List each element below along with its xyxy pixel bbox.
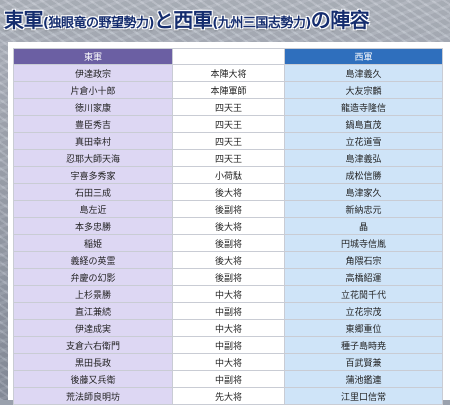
east-commander: 上杉景勝	[13, 286, 173, 303]
east-commander: 直江兼続	[13, 303, 173, 320]
table-row: 支倉六右衛門 中副将 種子島時尭	[13, 337, 443, 354]
east-commander: 本多忠勝	[13, 218, 173, 235]
east-commander: 弁慶の幻影	[13, 269, 173, 286]
rank-cell: 小荷駄	[173, 167, 285, 184]
east-commander: 稲姫	[13, 235, 173, 252]
table-row: 石田三成 後大将 島津家久	[13, 184, 443, 201]
table-row: 稲姫 後副将 円城寺信胤	[13, 235, 443, 252]
title-east: 東軍	[4, 8, 44, 32]
east-commander: 伊達政宗	[13, 65, 173, 82]
west-commander: 島津義久	[285, 65, 443, 82]
table-row: 島左近 後副将 新納忠元	[13, 201, 443, 218]
table-row: 黒田長政 中大将 百武賢兼	[13, 354, 443, 371]
table-row: 忍耶大師天海 四天王 島津義弘	[13, 150, 443, 167]
table-row: 荒法師良明坊 先大将 江里口信常	[13, 388, 443, 405]
east-commander: 真田幸村	[13, 133, 173, 150]
title-east-faction: (独眼竜の野望勢力)	[43, 16, 154, 31]
west-commander: 東郷重位	[285, 320, 443, 337]
west-commander: 高橋紹運	[285, 269, 443, 286]
rank-cell: 後大将	[173, 252, 285, 269]
west-commander: 立花誾千代	[285, 286, 443, 303]
west-commander: 江里口信常	[285, 388, 443, 405]
page-title: 東軍 (独眼竜の野望勢力) と西軍 (九州三国志勢力) の陣容	[4, 4, 446, 34]
roster-panel: 東軍 西軍 伊達政宗 本陣大将 島津義久 片倉小十郎 本陣軍師 大友宗麟 徳川家康 四天王 龍造…	[8, 42, 450, 405]
rank-cell: 中大将	[173, 320, 285, 337]
east-commander: 伊達成実	[13, 320, 173, 337]
table-row: 徳川家康 四天王 龍造寺隆信	[13, 99, 443, 116]
table-row: 宇喜多秀家 小荷駄 成松信勝	[13, 167, 443, 184]
rank-cell: 四天王	[173, 99, 285, 116]
west-commander: 大友宗麟	[285, 82, 443, 99]
west-commander: 島津家久	[285, 184, 443, 201]
title-suffix: の陣容	[310, 8, 370, 32]
table-row: 本多忠勝 後大将晶	[13, 218, 443, 235]
east-commander: 宇喜多秀家	[13, 167, 173, 184]
west-commander: 鍋島直茂	[285, 116, 443, 133]
west-commander: 島津義弘	[285, 150, 443, 167]
table-row: 弁慶の幻影 後副将 高橋紹運	[13, 269, 443, 286]
title-west-faction: (九州三国志勢力)	[212, 16, 311, 31]
header-west: 西軍	[285, 48, 443, 65]
west-commander: 百武賢兼	[285, 354, 443, 371]
west-commander: 立花宗茂	[285, 303, 443, 320]
rank-cell: 中大将	[173, 354, 285, 371]
table-row: 片倉小十郎 本陣軍師 大友宗麟	[13, 82, 443, 99]
table-row: 後藤又兵衛 中副将 蒲池鑑連	[13, 371, 443, 388]
rank-cell: 本陣大将	[173, 65, 285, 82]
table-row: 真田幸村 四天王 立花道雪	[13, 133, 443, 150]
east-commander: 後藤又兵衛	[13, 371, 173, 388]
rank-cell: 四天王	[173, 116, 285, 133]
table-header-row: 東軍 西軍	[13, 48, 443, 65]
title-west: と西軍	[153, 8, 213, 32]
header-rank	[173, 48, 285, 65]
roster-body: 伊達政宗 本陣大将 島津義久 片倉小十郎 本陣軍師 大友宗麟 徳川家康 四天王 龍造寺隆信 豊臣秀…	[13, 65, 443, 405]
west-commander: 晶	[285, 218, 443, 235]
east-commander: 荒法師良明坊	[13, 388, 173, 405]
rank-cell: 後副将	[173, 201, 285, 218]
rank-cell: 後副将	[173, 235, 285, 252]
rank-cell: 本陣軍師	[173, 82, 285, 99]
rank-cell: 中副将	[173, 371, 285, 388]
rank-cell: 後副将	[173, 269, 285, 286]
table-row: 上杉景勝 中大将 立花誾千代	[13, 286, 443, 303]
east-commander: 島左近	[13, 201, 173, 218]
east-commander: 忍耶大師天海	[13, 150, 173, 167]
table-row: 直江兼続 中副将 立花宗茂	[13, 303, 443, 320]
east-commander: 徳川家康	[13, 99, 173, 116]
table-row: 豊臣秀吉 四天王 鍋島直茂	[13, 116, 443, 133]
east-commander: 石田三成	[13, 184, 173, 201]
west-commander: 種子島時尭	[285, 337, 443, 354]
west-commander: 成松信勝	[285, 167, 443, 184]
rank-cell: 中副将	[173, 303, 285, 320]
east-commander: 片倉小十郎	[13, 82, 173, 99]
rank-cell: 後大将	[173, 218, 285, 235]
header-east: 東軍	[13, 48, 173, 65]
west-commander: 蒲池鑑連	[285, 371, 443, 388]
table-row: 伊達成実 中大将 東郷重位	[13, 320, 443, 337]
west-commander: 新納忠元	[285, 201, 443, 218]
west-commander: 龍造寺隆信	[285, 99, 443, 116]
east-commander: 義経の英霊	[13, 252, 173, 269]
west-commander: 角隈石宗	[285, 252, 443, 269]
west-commander: 立花道雪	[285, 133, 443, 150]
west-commander: 円城寺信胤	[285, 235, 443, 252]
rank-cell: 中副将	[173, 337, 285, 354]
table-row: 義経の英霊 後大将 角隈石宗	[13, 252, 443, 269]
east-commander: 支倉六右衛門	[13, 337, 173, 354]
east-commander: 黒田長政	[13, 354, 173, 371]
rank-cell: 後大将	[173, 184, 285, 201]
table-row: 伊達政宗 本陣大将 島津義久	[13, 65, 443, 82]
rank-cell: 先大将	[173, 388, 285, 405]
roster-table: 東軍 西軍 伊達政宗 本陣大将 島津義久 片倉小十郎 本陣軍師 大友宗麟 徳川家康 四天王 龍造…	[13, 48, 443, 405]
east-commander: 豊臣秀吉	[13, 116, 173, 133]
rank-cell: 四天王	[173, 150, 285, 167]
rank-cell: 四天王	[173, 133, 285, 150]
rank-cell: 中大将	[173, 286, 285, 303]
